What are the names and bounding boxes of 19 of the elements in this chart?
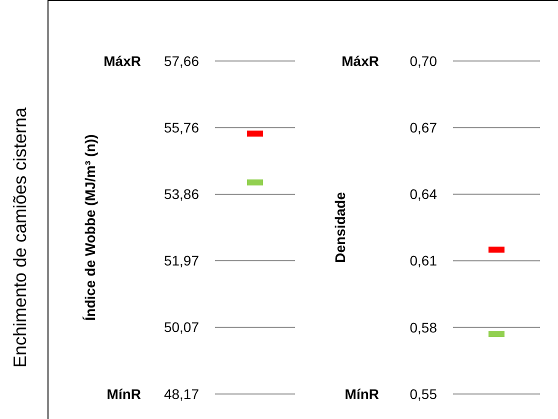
y-tick-label: 0,64 [410, 186, 438, 202]
y-tick-label: 0,70 [410, 52, 438, 69]
y-axis-title: Índice de Wobbe (MJ/m³ (n)) [82, 134, 98, 321]
y-tick-label: 51,97 [164, 252, 200, 269]
y-tick-label: 48,17 [164, 386, 200, 402]
y-tick-label: 57,66 [164, 52, 200, 69]
y-tick-label: 0,67 [410, 120, 438, 136]
text: Enchimento de camiões cisterna [10, 106, 30, 368]
y-tick-label: 50,07 [164, 319, 200, 336]
y-tick-label: 0,58 [410, 319, 438, 336]
y-tick-label: 55,76 [164, 120, 200, 136]
text: MáxR [104, 52, 141, 69]
text: MínR [106, 386, 141, 402]
text: MáxR [342, 52, 379, 69]
text: MínR [344, 386, 379, 402]
y-tick-label: 53,86 [164, 186, 200, 202]
y-tick-label: 0,61 [410, 252, 438, 269]
y-tick-label: 0,55 [410, 386, 438, 402]
y-axis-title: Densidade [332, 192, 348, 263]
